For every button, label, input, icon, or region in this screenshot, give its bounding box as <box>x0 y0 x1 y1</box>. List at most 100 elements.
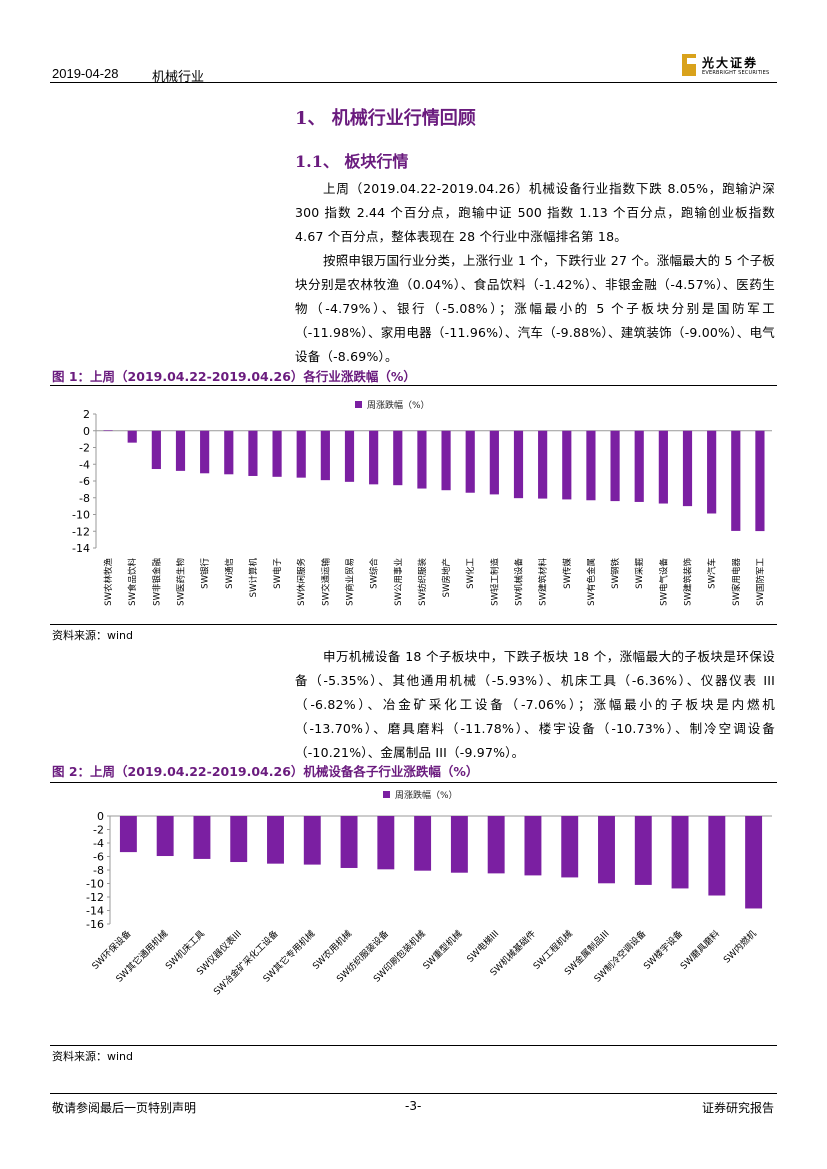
figure1-legend-label: 周涨跌幅（%） <box>367 399 430 411</box>
subsection-heading: 1.1、 板块行情 <box>295 152 409 171</box>
figure1-category-label: SW家用电器 <box>731 558 742 606</box>
figure2-y-tick-label: -12 <box>86 891 104 904</box>
figure1-category-label: SW采掘 <box>634 558 645 589</box>
figure1-category-label: SW房地产 <box>441 558 452 597</box>
figure2-y-tick-label: -4 <box>93 837 104 850</box>
figure2-bar <box>745 816 763 909</box>
figure1-bar <box>538 430 548 499</box>
figure2-legend-label: 周涨跌幅（%） <box>395 789 458 801</box>
figure1-y-tick-label: 0 <box>83 425 90 438</box>
figure1-bar <box>731 430 741 531</box>
figure1-y-tick-label: -4 <box>79 458 90 471</box>
company-logo: 光大证券 EVERBRIGHT SECURITIES <box>682 52 782 82</box>
figure1-bar <box>610 430 620 502</box>
figure2-title: 图 2：上周（2019.04.22-2019.04.26）机械设备各子行业涨跌幅… <box>52 764 479 779</box>
figure2-y-tick-label: -14 <box>86 905 104 918</box>
figure1-bar <box>682 430 693 507</box>
logo-name-en: EVERBRIGHT SECURITIES <box>702 70 770 76</box>
footer-report-type: 证券研究报告 <box>702 1101 775 1115</box>
paragraph-sector-summary: 按照申银万国行业分类，上涨行业 1 个，下跌行业 27 个。涨幅最大的 5 个子… <box>295 253 775 364</box>
figure1-category-label: SW非银金融 <box>151 558 162 606</box>
figure1-bar <box>175 430 186 471</box>
figure2-bar <box>524 816 542 876</box>
figure1-bar <box>755 430 765 532</box>
figure1-category-label: SW纺织服装 <box>417 558 428 606</box>
figure1-y-tick-label: -6 <box>79 475 90 488</box>
paragraph-subsector-summary: 申万机械设备 18 个子板块中，下跌子板块 18 个，涨幅最大的子板块是环保设备… <box>295 649 775 760</box>
figure1-bar <box>369 430 379 485</box>
figure1-category-label: SW农林牧渔 <box>103 558 114 606</box>
figure2-top-rule <box>50 782 777 783</box>
paragraph-index-summary: 上周（2019.04.22-2019.04.26）机械设备行业指数下跌 8.05… <box>295 181 775 244</box>
figure2-y-tick-label: -2 <box>93 824 104 837</box>
figure1-legend-swatch <box>355 401 362 408</box>
figure2-y-tick-label: -10 <box>86 878 104 891</box>
footer-disclaimer: 敬请参阅最后一页特别声明 <box>52 1101 197 1115</box>
figure2-bar <box>303 816 321 865</box>
figure1-category-label: SW轻工制造 <box>489 558 500 606</box>
figure1-title: 图 1：上周（2019.04.22-2019.04.26）各行业涨跌幅（%） <box>52 369 416 384</box>
figure1-bar <box>441 430 451 491</box>
figure2-y-tick-label: -6 <box>93 851 104 864</box>
figure2-bar <box>450 816 468 873</box>
logo-name-cn: 光大证券 <box>702 56 759 70</box>
footer-divider <box>50 1093 777 1094</box>
figure2-bar <box>634 816 652 885</box>
figure2-bar <box>340 816 358 868</box>
figure2-bar <box>119 816 137 853</box>
figure2-chart: 周涨跌幅（%）0-2-4-6-8-10-12-14-16SW环保设备SW其它通用… <box>86 789 772 997</box>
figure1-bar <box>393 430 403 486</box>
figure2-bar <box>156 816 174 857</box>
figure2-bar <box>230 816 248 863</box>
section-heading: 1、 机械行业行情回顾 <box>295 108 476 129</box>
figure2-y-tick-label: -16 <box>86 918 104 931</box>
figure1-bar <box>127 430 137 443</box>
figure2-bar <box>561 816 579 878</box>
figure1-category-label: SW医药生物 <box>176 558 187 606</box>
figure1-legend: 周涨跌幅（%） <box>355 399 430 411</box>
figure1-bar <box>344 430 355 482</box>
figure2-bar <box>267 816 284 864</box>
figure1-top-rule <box>50 385 777 386</box>
figure1-category-label: SW休闲服务 <box>296 558 307 606</box>
figure1-bar <box>296 430 306 478</box>
figure1-bottom-rule <box>50 624 777 625</box>
figure1-source: 资料来源：wind <box>52 629 134 642</box>
figure1-category-label: SW商业贸易 <box>345 558 356 606</box>
figure1-bar <box>320 430 330 481</box>
figure1-category-label: SW钢铁 <box>610 558 621 589</box>
figure1-bar <box>634 430 644 502</box>
figure2-y-tick-label: -8 <box>93 864 104 877</box>
report-date: 2019-04-28 <box>52 66 119 81</box>
figure2-legend-swatch <box>383 791 390 798</box>
figure1-category-label: SW汽车 <box>707 558 718 589</box>
figure2-bar <box>671 816 689 889</box>
figure2-bar <box>193 816 211 859</box>
figure1-category-label: SW银行 <box>200 558 211 589</box>
figure1-bar <box>151 430 161 470</box>
figure1-category-label: SW建筑材料 <box>538 558 549 606</box>
figure1-bar <box>103 430 113 432</box>
figure2-legend: 周涨跌幅（%） <box>383 789 458 801</box>
figure1-category-label: SW综合 <box>369 558 380 589</box>
figure2-bar <box>414 816 432 871</box>
figure1-bar <box>513 430 524 499</box>
header-divider <box>50 82 777 83</box>
figure1-category-label: SW有色金属 <box>586 558 597 606</box>
figure1-category-label: SW电子 <box>272 558 283 589</box>
figure1-category-label: SW通信 <box>224 558 235 589</box>
figure1-y-tick-label: -12 <box>72 525 90 538</box>
figure1-bar <box>465 430 475 493</box>
figure2-y-tick-label: 0 <box>97 810 104 823</box>
figure2-category-label: SW磨具磨料 <box>678 928 722 972</box>
figure1-bar <box>224 430 234 475</box>
figure2-category-label: SW电梯III <box>464 928 501 965</box>
figure1-bar <box>658 430 668 504</box>
figure2-category-label: SW内燃机 <box>721 928 759 966</box>
figure1-y-tick-label: -10 <box>72 509 90 522</box>
figure2-bar <box>598 816 615 884</box>
figure1-category-label: SW建筑装饰 <box>683 558 694 606</box>
figure1-bar <box>248 430 258 476</box>
figure1-bar <box>272 430 282 477</box>
figure2-source: 资料来源：wind <box>52 1050 134 1063</box>
